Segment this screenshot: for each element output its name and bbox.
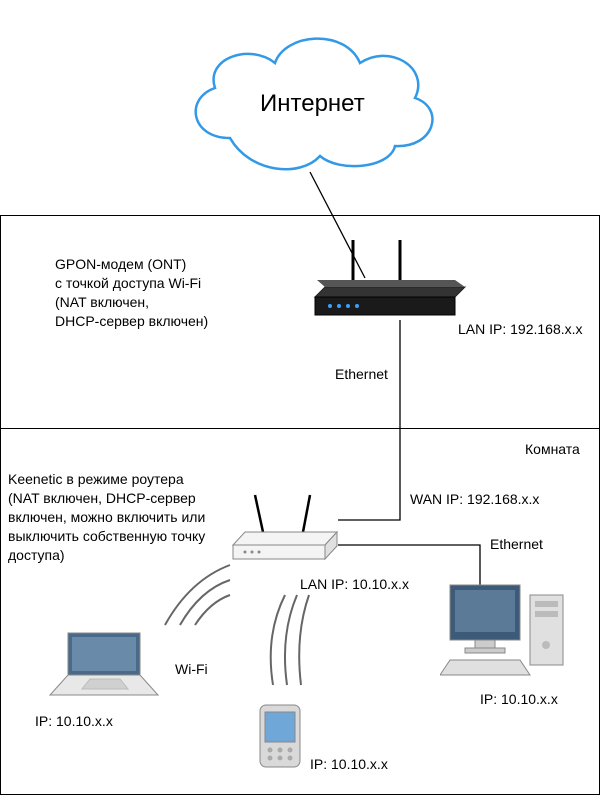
modem-icon [305,235,475,325]
phone-ip: IP: 10.10.x.x [310,755,388,774]
desktop-pc-icon [440,575,580,685]
phone-icon [250,700,310,775]
laptop-ip: IP: 10.10.x.x [35,712,113,731]
laptop-icon [40,625,160,705]
keenetic-wan-ip: WAN IP: 192.168.x.x [410,490,539,509]
diagram-canvas: Интернет Комната GPON-модем (ONT) с точк… [0,0,600,795]
keenetic-ethernet-label: Ethernet [490,535,543,554]
pc-ip: IP: 10.10.x.x [480,690,558,709]
modem-ethernet-label: Ethernet [335,365,388,384]
modem-lan-ip: LAN IP: 192.168.x.x [458,320,583,339]
wifi-arcs-right [255,590,345,700]
modem-desc: GPON-модем (ONT) с точкой доступа Wi-Fi … [55,255,208,331]
keenetic-desc: Keenetic в режиме роутера (NAT включен, … [8,470,205,564]
wifi-label: Wi-Fi [175,660,208,679]
keenetic-router-icon [225,490,345,570]
